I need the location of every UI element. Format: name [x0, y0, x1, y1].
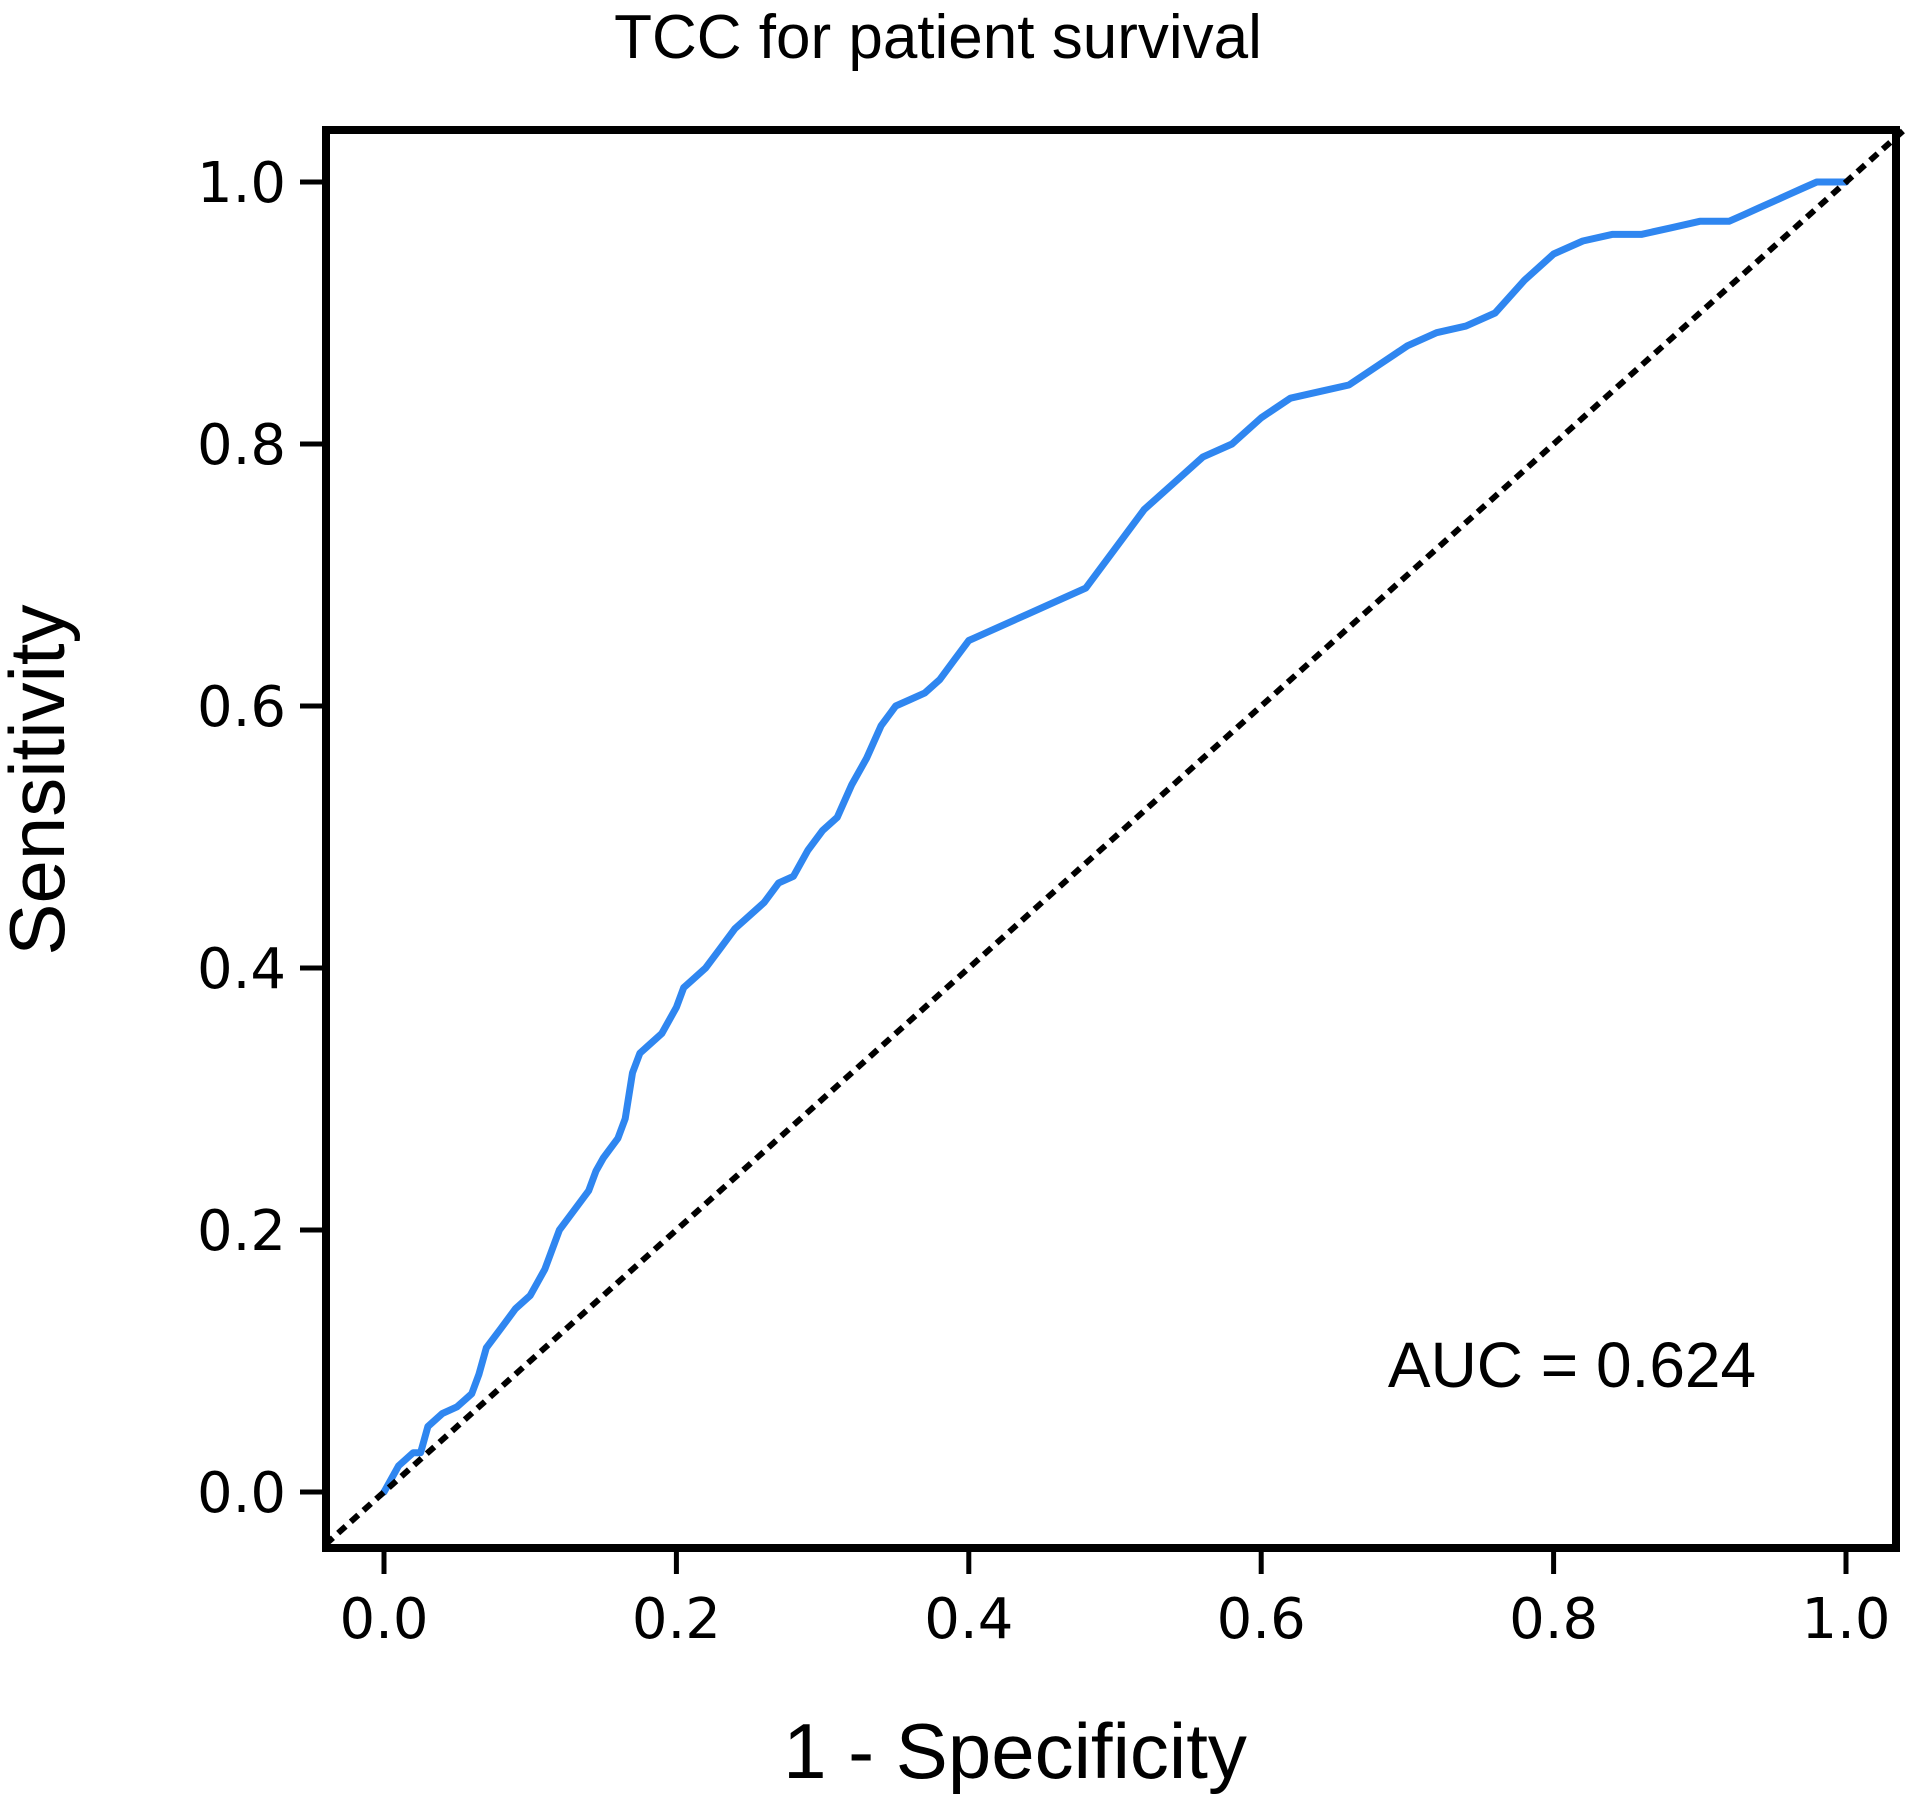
- y-tick-label: 0.4: [197, 937, 286, 1002]
- y-tick-label: 0.6: [197, 675, 286, 740]
- x-tick-label: 0.8: [1509, 1587, 1598, 1652]
- x-tick-label: 0.0: [339, 1587, 428, 1652]
- plot-area: [323, 127, 1907, 1547]
- y-tick-label: 0.8: [197, 413, 286, 478]
- x-tick-label: 0.4: [924, 1587, 1013, 1652]
- x-tick-label: 0.2: [632, 1587, 721, 1652]
- y-axis: 0.0 0.2 0.4 0.6 0.8 1.0: [197, 151, 326, 1526]
- x-tick-label: 0.6: [1217, 1587, 1306, 1652]
- y-axis-title: Sensitivity: [0, 604, 81, 955]
- chart-title: TCC for patient survival: [614, 3, 1262, 72]
- y-tick-label: 0.0: [197, 1461, 286, 1526]
- auc-annotation: AUC = 0.624: [1388, 1329, 1756, 1401]
- y-tick-label: 0.2: [197, 1199, 286, 1264]
- x-axis-title: 1 - Specificity: [783, 1707, 1247, 1795]
- plot-frame: [322, 126, 1900, 1552]
- x-axis: 0.0 0.2 0.4 0.6 0.8 1.0: [339, 1548, 1891, 1652]
- roc-curve: [380, 178, 1850, 1496]
- reference-line: [323, 127, 1907, 1547]
- y-tick-label: 1.0: [197, 151, 286, 216]
- x-tick-label: 1.0: [1801, 1587, 1890, 1652]
